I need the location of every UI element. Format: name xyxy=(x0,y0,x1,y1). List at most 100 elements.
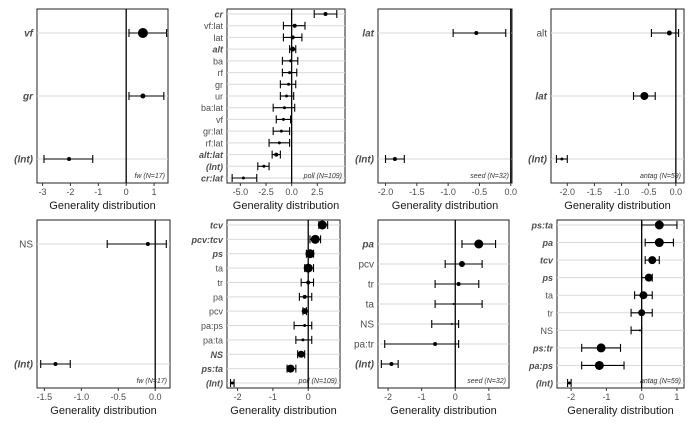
row-label: cr xyxy=(214,10,223,20)
x-tick-label: 2.5 xyxy=(311,187,324,197)
panel-frame xyxy=(36,219,171,389)
row-label: gr xyxy=(22,92,34,103)
estimate-point xyxy=(303,324,307,328)
row-label: (Int) xyxy=(206,379,223,389)
sample-size-note: fw (N=17) xyxy=(136,378,167,385)
panel-6: tcv pcv:tcv ps ta tr pa pcv pa:ps pa:ta NS ps:ta (I… xyxy=(190,219,341,417)
estimate-point xyxy=(458,261,465,267)
x-tick-label: -2.0 xyxy=(560,187,576,197)
estimate-point xyxy=(277,141,281,145)
estimate-point xyxy=(452,303,455,305)
row-label: ta xyxy=(215,264,223,274)
row-label: tr xyxy=(548,308,554,318)
x-tick-label: -2 xyxy=(384,392,392,402)
row-label: cr:lat xyxy=(201,174,224,184)
x-tick-label: -1 xyxy=(269,392,277,402)
panel-8: ps:ta pa tcv ps ta tr NS ps:tr pa:ps (Int) -2 -1 0 1G… xyxy=(528,219,685,417)
row-label: NS xyxy=(540,326,553,336)
row-label: tr xyxy=(368,280,375,291)
row-label: NS xyxy=(19,240,33,251)
row-label: vf xyxy=(24,29,35,40)
estimate-point xyxy=(474,239,484,249)
x-tick-label: -0.5 xyxy=(472,187,488,197)
estimate-point xyxy=(648,256,657,265)
row-label: (Int) xyxy=(14,155,34,166)
row-label: pa:tr xyxy=(354,340,375,351)
row-label: ta xyxy=(366,300,375,311)
panel-1: vf gr (Int) -3 -2 -1 0 1 Generality distribution… xyxy=(14,8,169,212)
row-label: alt xyxy=(212,45,224,55)
row-label: gr xyxy=(215,80,223,90)
estimate-point xyxy=(302,294,307,299)
row-label: lat xyxy=(362,29,374,40)
x-tick-label: -2.5 xyxy=(258,187,274,197)
estimate-point xyxy=(290,46,296,52)
row-label: tcv xyxy=(210,221,224,231)
estimate-point xyxy=(281,117,285,121)
estimate-point xyxy=(567,381,571,385)
x-axis-label: Generality distribution xyxy=(567,405,673,417)
row-label: ta xyxy=(545,291,553,301)
row-label: NS xyxy=(360,320,374,331)
estimate-point xyxy=(323,12,328,16)
x-tick-label: -1.5 xyxy=(587,187,603,197)
x-tick-label: -2.0 xyxy=(378,187,394,197)
estimate-point xyxy=(639,291,648,300)
row-label: ps xyxy=(211,249,223,259)
x-axis-label: Generality distribution xyxy=(230,405,336,417)
estimate-point xyxy=(474,31,479,35)
estimate-point xyxy=(287,82,291,86)
x-tick-label: 1 xyxy=(674,392,679,402)
estimate-point xyxy=(594,360,604,370)
sample-size-note: seed (N=32) xyxy=(470,173,509,180)
estimate-point xyxy=(230,381,234,385)
estimate-point xyxy=(596,343,606,353)
estimate-point xyxy=(140,93,146,99)
x-tick-label: -1.0 xyxy=(614,187,630,197)
sample-size-note: antag (N=59) xyxy=(640,378,681,385)
x-axis-label: Generality distribution xyxy=(390,405,496,417)
x-tick-label: -1.0 xyxy=(440,187,456,197)
x-tick-label: 0 xyxy=(306,392,311,402)
estimate-point xyxy=(53,362,58,366)
x-tick-label: -2 xyxy=(567,392,575,402)
sample-size-note: poll (N=109) xyxy=(303,173,342,180)
x-tick-label: 0 xyxy=(639,392,644,402)
row-label: tr xyxy=(218,278,224,288)
x-axis-label: Generality distribution xyxy=(49,200,155,212)
x-tick-label: 1 xyxy=(486,392,491,402)
row-label: pa:ta xyxy=(203,335,223,345)
row-label: tcv xyxy=(540,256,554,266)
estimate-point xyxy=(292,23,297,28)
row-label: pa:ps xyxy=(528,361,553,371)
estimate-point xyxy=(560,157,564,161)
row-label: pcv xyxy=(358,260,374,271)
x-tick-label: -3 xyxy=(39,187,47,197)
row-label: (Int) xyxy=(14,360,34,371)
x-tick-label: -2 xyxy=(234,392,242,402)
sample-size-note: poll (N=109) xyxy=(298,378,337,385)
estimate-point xyxy=(67,157,72,161)
estimate-point xyxy=(297,350,305,358)
row-label: pa xyxy=(361,240,374,251)
row-label: vf xyxy=(216,115,224,125)
row-label: alt:lat xyxy=(199,150,224,160)
x-tick-label: -2 xyxy=(66,187,74,197)
x-tick-label: -1.5 xyxy=(37,392,53,402)
row-label: (Int) xyxy=(355,360,375,371)
estimate-point xyxy=(644,273,653,282)
sample-size-note: seed (N=32) xyxy=(467,378,506,385)
panel-3: lat (Int) -2.0 -1.5 -1.0 -0.5 0.0 Generality di… xyxy=(355,8,517,212)
estimate-point xyxy=(305,249,315,259)
x-tick-label: -0.5 xyxy=(641,187,657,197)
row-label: (Int) xyxy=(355,155,375,166)
estimate-point xyxy=(392,157,397,161)
row-label: gr:lat xyxy=(203,127,224,137)
estimate-point xyxy=(289,59,293,63)
row-label: pa xyxy=(541,238,553,248)
estimate-point xyxy=(279,129,283,133)
x-axis-label: Generality distribution xyxy=(50,405,156,417)
x-axis-label: Generality distribution xyxy=(564,200,670,212)
panel-frame xyxy=(377,8,513,184)
row-label: lat xyxy=(535,92,547,103)
